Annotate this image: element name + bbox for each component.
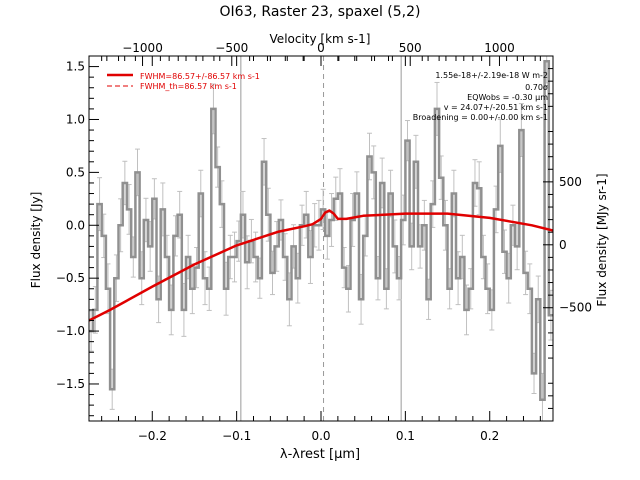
fit-annotations: 1.55e-18+/-2.19e-18 W m-2 0.70σ EQWobs =… [413, 71, 548, 122]
top-tick-label: 0 [317, 41, 325, 55]
x-tick-label: −0.1 [222, 429, 251, 443]
right-axis-label: Flux density [MJy sr-1] [595, 173, 609, 306]
chart-legend: FWHM=86.57+/-86.57 km s-1 FWHM_th=86.57 … [107, 72, 260, 91]
top-tick-label: −1000 [122, 41, 163, 55]
fit-line [89, 209, 553, 322]
annotation-sigma: 0.70σ [525, 83, 548, 92]
annotation-velocity: v = 24.07+/-20.51 km s-1 [444, 103, 548, 112]
y-tick-label: 1.5 [66, 60, 85, 74]
top-axis-label: Velocity [km s-1] [270, 32, 371, 46]
y-tick-label: −1.0 [56, 324, 85, 338]
top-tick-label: 1000 [484, 41, 515, 55]
y-axis-label: Flux density [Jy] [29, 192, 43, 289]
right-tick-label: −500 [559, 301, 592, 315]
x-tick-label: 0.0 [311, 429, 330, 443]
top-tick-label: 500 [399, 41, 422, 55]
x-tick-label: −0.2 [138, 429, 167, 443]
right-tick-label: 0 [559, 238, 567, 252]
y-tick-label: −1.5 [56, 377, 85, 391]
x-axis-label: λ-λrest [μm] [280, 447, 360, 462]
spectrum-step-line [89, 60, 553, 402]
top-tick-label: −500 [215, 41, 248, 55]
y-tick-label: 1.0 [66, 112, 85, 126]
annotation-broadening: Broadening = 0.00+/-0.00 km s-1 [413, 113, 548, 122]
y-tick-label: 0.5 [66, 165, 85, 179]
plot-area [89, 56, 553, 421]
x-tick-label: 0.2 [480, 429, 499, 443]
legend-label-fwhm: FWHM=86.57+/-86.57 km s-1 [140, 72, 260, 81]
annotation-flux: 1.55e-18+/-2.19e-18 W m-2 [435, 71, 548, 80]
x-tick-label: 0.1 [396, 429, 415, 443]
chart-title: OI63, Raster 23, spaxel (5,2) [220, 4, 421, 20]
right-tick-label: 500 [559, 175, 582, 189]
annotation-eqw: EQWobs = -0.30 μm [467, 93, 548, 102]
legend-label-fwhm-th: FWHM_th=86.57 km s-1 [140, 82, 237, 91]
y-tick-label: −0.5 [56, 271, 85, 285]
y-tick-label: 0.0 [66, 218, 85, 232]
